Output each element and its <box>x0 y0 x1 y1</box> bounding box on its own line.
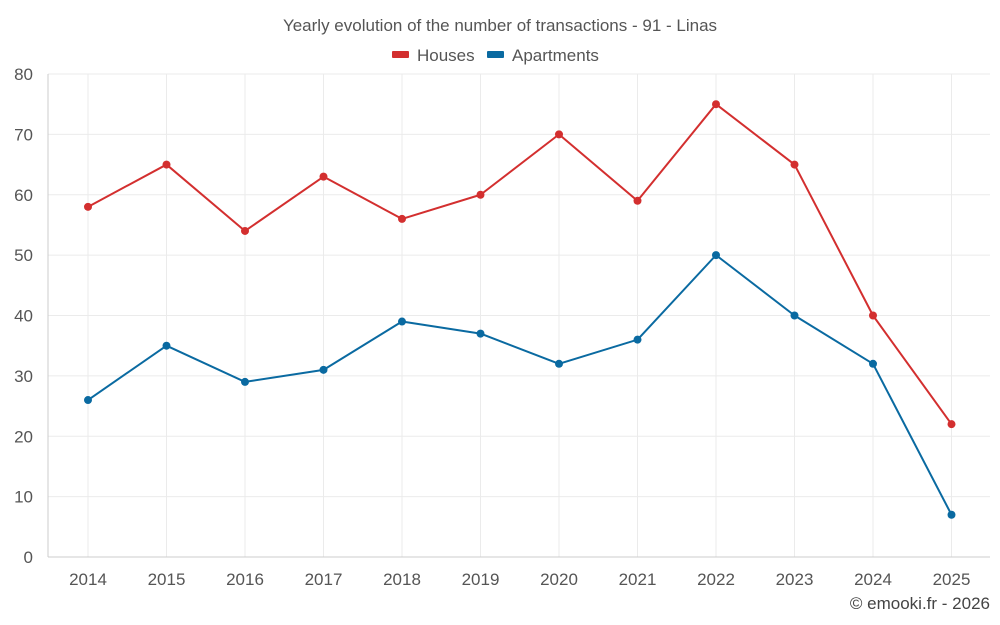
y-tick-label: 50 <box>14 246 33 265</box>
data-point-apartments[interactable] <box>319 365 328 374</box>
data-point-apartments[interactable] <box>869 359 877 368</box>
data-point-houses[interactable] <box>398 214 406 223</box>
data-point-apartments[interactable] <box>633 335 642 344</box>
series-line-houses[interactable] <box>87 103 953 425</box>
x-tick-label: 2014 <box>69 570 107 589</box>
data-point-houses[interactable] <box>790 160 799 169</box>
x-tick-label: 2025 <box>933 570 971 589</box>
x-tick-label: 2022 <box>697 570 735 589</box>
data-point-houses[interactable] <box>476 190 485 199</box>
data-point-houses[interactable] <box>633 196 642 205</box>
x-tick-label: 2016 <box>226 570 264 589</box>
y-tick-label: 80 <box>14 65 33 84</box>
data-point-apartments[interactable] <box>555 359 563 368</box>
x-tick-label: 2015 <box>148 570 186 589</box>
x-tick-label: 2020 <box>540 570 578 589</box>
series-line-apartments[interactable] <box>87 254 953 516</box>
x-tick-label: 2023 <box>776 570 814 589</box>
data-point-apartments[interactable] <box>947 510 956 519</box>
data-point-apartments[interactable] <box>790 311 799 320</box>
legend: Houses Apartments <box>392 46 599 65</box>
data-point-houses[interactable] <box>84 202 92 211</box>
x-tick-label: 2018 <box>383 570 421 589</box>
x-tick-label: 2019 <box>462 570 500 589</box>
x-axis: 2014 2015 2016 2017 2018 2019 2020 2021 2022 2023… <box>48 556 990 589</box>
data-point-houses[interactable] <box>947 420 956 429</box>
credit-text: © emooki.fr - 2026 <box>850 594 990 613</box>
x-tick-label: 2017 <box>305 570 343 589</box>
data-point-houses[interactable] <box>319 172 328 181</box>
series-layer <box>84 100 956 519</box>
y-tick-label: 20 <box>14 427 33 446</box>
y-axis: 0 10 20 30 40 50 60 70 80 <box>14 65 49 567</box>
y-tick-label: 40 <box>14 307 33 326</box>
y-tick-label: 10 <box>14 488 33 507</box>
legend-swatch-houses <box>392 51 409 58</box>
data-point-apartments[interactable] <box>241 377 249 386</box>
data-point-apartments[interactable] <box>712 251 720 260</box>
x-tick-label: 2024 <box>854 570 892 589</box>
legend-label-apartments[interactable]: Apartments <box>512 46 599 65</box>
x-tick-label: 2021 <box>619 570 657 589</box>
data-point-apartments[interactable] <box>398 317 406 326</box>
data-point-houses[interactable] <box>555 130 563 139</box>
data-point-apartments[interactable] <box>476 329 485 338</box>
legend-label-houses[interactable]: Houses <box>417 46 475 65</box>
data-point-apartments[interactable] <box>162 341 171 350</box>
y-tick-label: 0 <box>24 548 33 567</box>
chart-title: Yearly evolution of the number of transa… <box>283 16 717 35</box>
data-point-houses[interactable] <box>241 226 249 235</box>
data-point-apartments[interactable] <box>84 396 92 405</box>
y-tick-label: 30 <box>14 367 33 386</box>
data-point-houses[interactable] <box>712 100 720 109</box>
y-tick-label: 70 <box>14 125 33 144</box>
data-point-houses[interactable] <box>162 160 171 169</box>
legend-swatch-apartments <box>487 51 504 58</box>
grid <box>48 73 990 558</box>
y-tick-label: 60 <box>14 186 33 205</box>
data-point-houses[interactable] <box>869 311 877 320</box>
